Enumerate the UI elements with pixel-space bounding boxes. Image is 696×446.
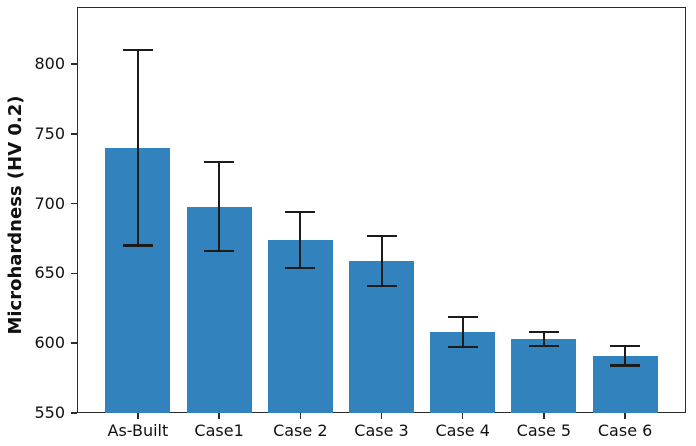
x-tick: [137, 413, 139, 419]
error-bar-cap-bottom: [285, 266, 316, 269]
x-tick: [218, 413, 220, 419]
error-bar-cap-top: [610, 345, 641, 348]
x-tick-label: Case 5: [516, 421, 572, 440]
error-bar-cap-bottom: [447, 346, 478, 349]
error-bar-cap-bottom: [122, 244, 153, 247]
x-tick-label: Case 6: [597, 421, 653, 440]
y-tick-label: 600: [34, 333, 65, 353]
y-tick-label: 650: [34, 263, 65, 283]
error-bar-line: [380, 235, 383, 287]
bar-case-5: [511, 339, 577, 413]
y-tick: [71, 272, 77, 275]
x-tick-label: Case1: [194, 421, 244, 440]
error-bar-cap-bottom: [610, 364, 641, 367]
y-tick: [71, 412, 77, 414]
error-bar-cap-top: [122, 49, 153, 52]
error-bar-cap-bottom: [204, 249, 235, 253]
y-tick-label: 800: [34, 54, 65, 74]
y-tick: [71, 133, 77, 135]
error-bar-line: [218, 161, 221, 252]
x-tick: [461, 413, 464, 419]
y-tick-label: 750: [34, 123, 65, 143]
x-tick-label: Case 4: [435, 421, 490, 440]
x-tick-label: As-Built: [107, 421, 169, 440]
error-bar-cap-top: [447, 315, 478, 318]
x-tick: [380, 413, 383, 419]
error-bar-line: [624, 346, 627, 366]
error-bar-line: [461, 316, 464, 348]
error-bar-cap-top: [285, 211, 316, 214]
error-bar-cap-top: [366, 234, 397, 237]
error-bar-cap-bottom: [366, 284, 397, 288]
x-tick: [299, 413, 302, 419]
error-bar-cap-top: [204, 160, 235, 164]
error-bar-cap-top: [528, 331, 559, 334]
y-tick-label: 700: [34, 193, 65, 213]
y-tick-label: 550: [34, 403, 65, 422]
error-bar-line: [542, 332, 545, 347]
x-tick: [624, 413, 626, 419]
y-tick: [71, 202, 77, 205]
y-tick: [71, 63, 77, 65]
error-bar-line: [299, 212, 302, 268]
error-bar-cap-bottom: [528, 344, 559, 348]
error-bar-line: [136, 50, 139, 246]
y-tick: [71, 342, 77, 344]
x-tick-label: Case 2: [273, 421, 328, 440]
x-tick: [543, 413, 545, 419]
x-tick-label: Case 3: [354, 421, 409, 440]
